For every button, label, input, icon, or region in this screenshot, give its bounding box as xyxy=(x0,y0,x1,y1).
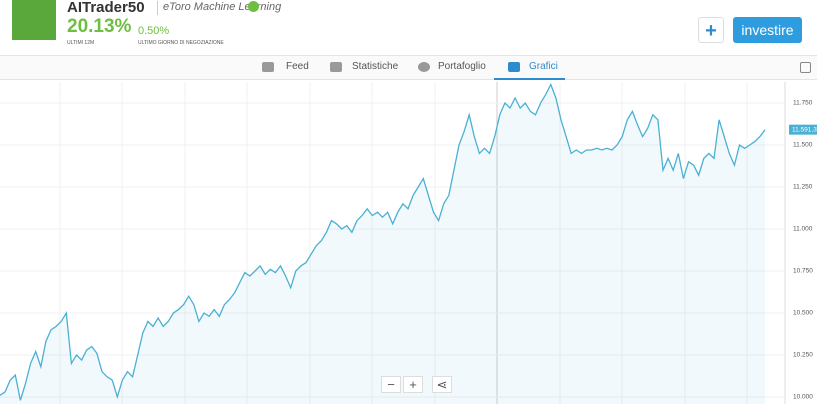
tab[interactable]: Portafoglio xyxy=(438,61,486,72)
add-button[interactable]: + xyxy=(698,17,724,43)
trader-name[interactable]: AITrader50 xyxy=(67,0,145,16)
y-tick-label: 10.750 xyxy=(793,268,813,275)
verified-icon xyxy=(248,1,259,12)
tab-icon xyxy=(330,62,342,72)
y-tick-label: 10.000 xyxy=(793,394,813,401)
last-value-tag xyxy=(789,124,817,135)
y-tick-label: 10.250 xyxy=(793,352,813,359)
tab[interactable]: Feed xyxy=(286,61,309,72)
zoom-out[interactable]: − xyxy=(381,376,401,393)
y-tick-label: 10.500 xyxy=(793,310,813,317)
y-tick-label: 11.750 xyxy=(793,100,813,107)
divider xyxy=(157,1,158,15)
tab-icon xyxy=(262,62,274,72)
y-tick-label: 11.250 xyxy=(793,184,813,191)
line xyxy=(0,82,766,401)
logo xyxy=(12,0,56,40)
tab-icon xyxy=(418,62,430,72)
tab[interactable]: Statistiche xyxy=(352,61,399,72)
area xyxy=(0,84,765,404)
expand-icon[interactable] xyxy=(800,62,811,73)
daily-label: ULTIMO GIORNO DI NEGOZIAZIONE xyxy=(138,40,224,46)
tab-icon xyxy=(508,62,520,72)
daily-gain: 0.50% xyxy=(138,25,170,37)
zoom-in[interactable]: + xyxy=(403,376,423,393)
active-tab-underline xyxy=(494,78,565,80)
tab-bar: Feed Statistiche Portafoglio Grafici xyxy=(0,55,817,80)
share[interactable]: ⋖ xyxy=(432,376,452,393)
gain: 20.13% xyxy=(67,16,132,37)
last-value-label: 11.591,3 xyxy=(792,126,817,133)
invest-button[interactable]: investire xyxy=(733,17,802,43)
tab[interactable]: Grafici xyxy=(529,61,558,72)
y-tick-label: 11.500 xyxy=(793,142,813,149)
gain-label: ULTIMI 12M xyxy=(67,40,95,46)
y-tick-label: 11.000 xyxy=(793,226,813,233)
